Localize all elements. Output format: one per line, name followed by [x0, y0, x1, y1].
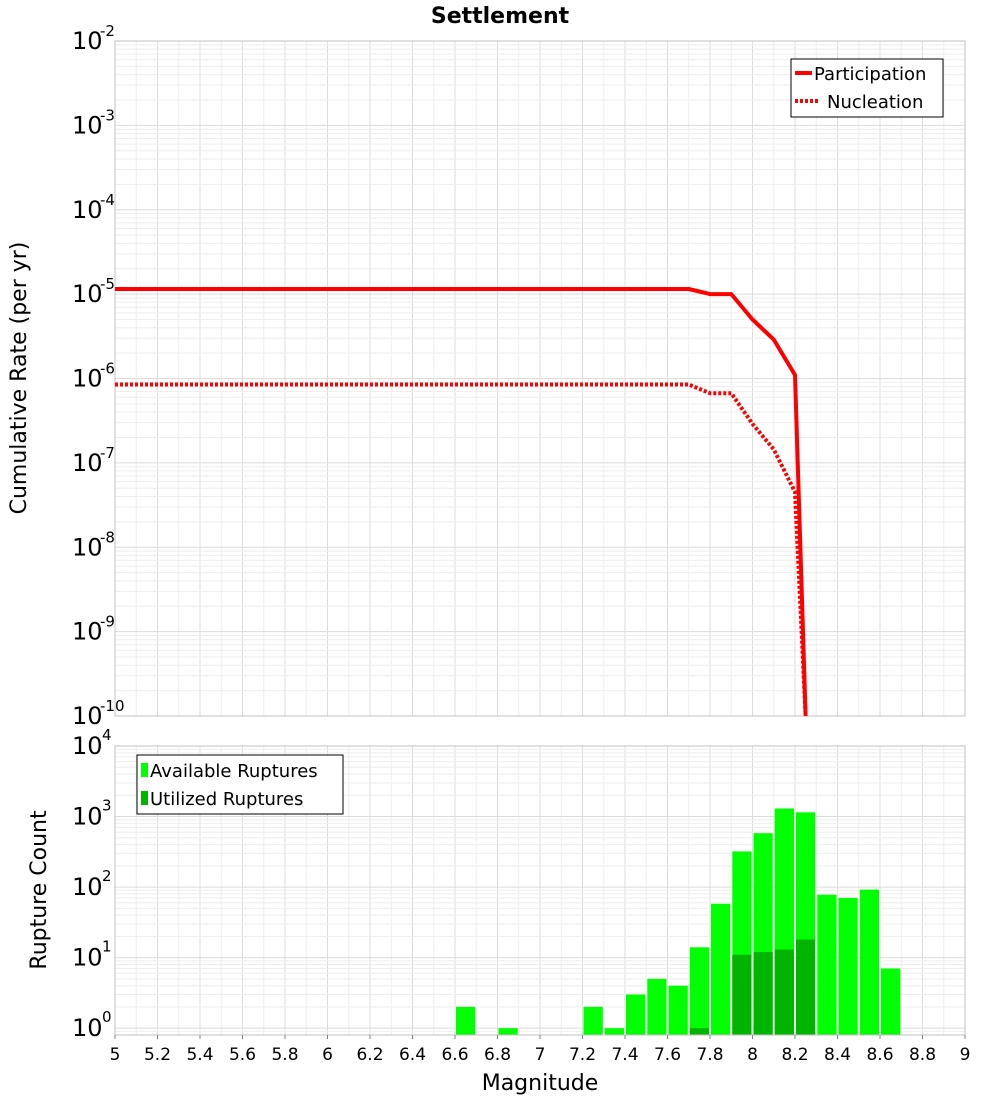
top-ytick-exponent: -4 — [100, 191, 115, 209]
x-tick-label: 6.2 — [356, 1045, 383, 1065]
bottom-x-ticks: 5 5.2 5.4 5.6 5.8 6 6.2 6.4 6.6 6.8 7 7.2 7.4 7.6 7.8 8… — [110, 1035, 971, 1065]
x-tick-label: 5.8 — [271, 1045, 298, 1065]
x-tick-label: 5.4 — [186, 1045, 213, 1065]
top-ytick-label: 10 — [72, 27, 103, 55]
utilized-bar — [796, 939, 816, 1035]
x-tick-label: 9 — [960, 1045, 971, 1065]
top-ytick-label: 10 — [72, 618, 103, 646]
available-bar — [689, 947, 710, 1035]
x-tick-label: 8.2 — [781, 1045, 808, 1065]
top-ytick-exponent: -5 — [100, 275, 115, 293]
bottom-ytick-exponent: 3 — [102, 797, 112, 815]
bottom-y-axis-label: Rupture Count — [27, 810, 52, 970]
x-tick-label: 8.4 — [824, 1045, 851, 1065]
available-bar — [647, 978, 667, 1035]
bottom-legend-box — [136, 754, 344, 815]
x-tick-label: 6.6 — [441, 1045, 468, 1065]
x-axis-label: Magnitude — [482, 1071, 599, 1096]
available-bar — [859, 889, 879, 1035]
bottom-ytick-label: 10 — [72, 944, 103, 972]
available-bar — [668, 985, 688, 1035]
x-tick-label: 5 — [110, 1045, 121, 1065]
bottom-ytick-exponent: 2 — [102, 867, 112, 885]
available-bar — [817, 894, 837, 1035]
bottom-legend: Available Ruptures Utilized Ruptures — [136, 754, 344, 815]
available-bar — [583, 1006, 603, 1035]
utilized-bar — [774, 949, 794, 1035]
available-bar — [838, 898, 858, 1035]
bottom-ytick-exponent: 1 — [102, 938, 112, 956]
x-tick-label: 8.8 — [909, 1045, 936, 1065]
x-tick-label: 6 — [322, 1045, 333, 1065]
x-tick-label: 7.6 — [654, 1045, 681, 1065]
top-ytick-label: 10 — [72, 111, 103, 139]
bottom-ytick-exponent: 4 — [102, 726, 112, 744]
utilized-bar — [753, 952, 773, 1035]
available-bar — [626, 994, 646, 1035]
utilized-bar — [689, 1028, 710, 1035]
x-tick-label: 8 — [747, 1045, 758, 1065]
participation-line — [115, 287, 808, 717]
legend-available-label: Available Ruptures — [150, 761, 318, 782]
top-ytick-exponent: -6 — [100, 360, 115, 378]
x-tick-label: 7.2 — [569, 1045, 596, 1065]
bottom-bars — [456, 808, 901, 1035]
top-legend-box — [790, 58, 944, 118]
top-y-ticks: 10-210-310-410-510-610-710-810-910-10 — [72, 22, 125, 730]
bottom-ytick-label: 10 — [72, 873, 103, 901]
available-bar — [456, 1006, 476, 1035]
utilized-bar — [732, 954, 752, 1035]
top-ytick-label: 10 — [72, 449, 103, 477]
bottom-ytick-exponent: 0 — [102, 1008, 112, 1026]
bottom-ytick-label: 10 — [72, 732, 103, 760]
x-tick-label: 7.8 — [696, 1045, 723, 1065]
nucleation-line — [115, 382, 808, 717]
available-bar — [498, 1028, 518, 1035]
x-tick-label: 6.4 — [399, 1045, 426, 1065]
top-legend: Participation Nucleation — [790, 58, 944, 118]
x-tick-label: 5.2 — [144, 1045, 171, 1065]
top-ytick-label: 10 — [72, 365, 103, 393]
top-ytick-label: 10 — [72, 702, 103, 730]
legend-nucleation-label: Nucleation — [827, 92, 923, 113]
legend-participation-label: Participation — [814, 64, 926, 85]
x-tick-label: 7 — [535, 1045, 546, 1065]
legend-utilized-swatch — [141, 791, 148, 805]
top-ytick-label: 10 — [72, 533, 103, 561]
legend-available-swatch — [141, 763, 148, 777]
bottom-ytick-label: 10 — [72, 803, 103, 831]
available-bar — [711, 903, 731, 1035]
x-tick-label: 6.8 — [484, 1045, 511, 1065]
x-tick-label: 7.4 — [611, 1045, 638, 1065]
top-ytick-label: 10 — [72, 280, 103, 308]
available-bar — [604, 1028, 624, 1035]
top-ytick-exponent: -2 — [100, 22, 115, 40]
top-ytick-label: 10 — [72, 196, 103, 224]
top-gridlines — [114, 41, 966, 717]
top-y-axis-label: Cumulative Rate (per yr) — [7, 242, 32, 515]
bottom-ytick-label: 10 — [72, 1014, 103, 1042]
legend-utilized-label: Utilized Ruptures — [150, 789, 303, 810]
x-tick-label: 8.6 — [866, 1045, 893, 1065]
top-ytick-exponent: -8 — [100, 528, 115, 546]
chart-title: Settlement — [431, 4, 570, 29]
top-plot-frame — [114, 40, 966, 717]
top-series — [115, 287, 808, 717]
top-ytick-exponent: -10 — [100, 697, 125, 715]
top-ytick-exponent: -9 — [100, 613, 115, 631]
x-tick-label: 5.6 — [229, 1045, 256, 1065]
top-ytick-exponent: -3 — [100, 106, 115, 124]
top-ytick-exponent: -7 — [100, 444, 115, 462]
available-bar — [881, 968, 901, 1035]
